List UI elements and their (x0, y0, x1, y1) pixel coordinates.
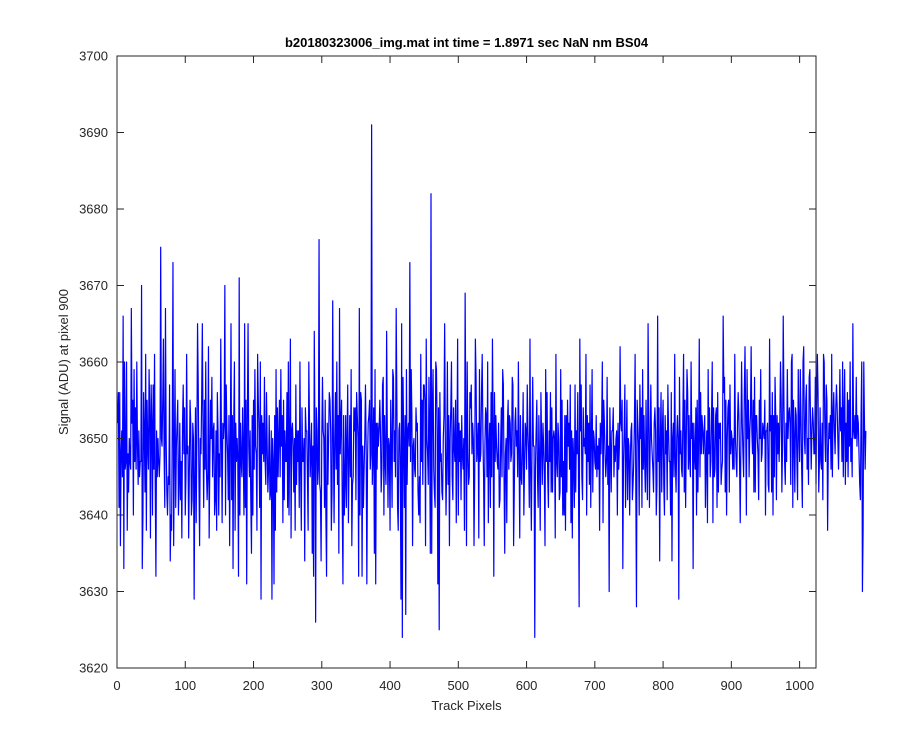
y-tick-label: 3680 (79, 202, 108, 217)
tick-layer: 0 100 200 300 400 500 600 700 800 900 1000 3620 3630… (79, 49, 816, 693)
x-tick-label: 500 (447, 678, 469, 693)
x-axis-label: Track Pixels (431, 698, 502, 713)
y-tick-label: 3650 (79, 431, 108, 446)
x-tick-label: 400 (379, 678, 401, 693)
y-tick-label: 3690 (79, 125, 108, 140)
y-tick-label: 3620 (79, 661, 108, 676)
x-tick-label: 1000 (785, 678, 814, 693)
series-layer (117, 124, 867, 639)
x-tick-label: 200 (243, 678, 265, 693)
x-tick-label: 0 (113, 678, 120, 693)
x-tick-label: 900 (721, 678, 743, 693)
x-tick-label: 600 (516, 678, 538, 693)
y-tick-label: 3630 (79, 584, 108, 599)
y-tick-label: 3660 (79, 355, 108, 370)
y-tick-label: 3640 (79, 508, 108, 523)
x-tick-label: 700 (584, 678, 606, 693)
x-tick-label: 100 (174, 678, 196, 693)
chart-title: b20180323006_img.mat int time = 1.8971 s… (285, 35, 649, 50)
y-tick-label: 3700 (79, 49, 108, 64)
x-tick-label: 300 (311, 678, 333, 693)
series-line-0 (117, 124, 867, 639)
y-tick-label: 3670 (79, 278, 108, 293)
y-axis-label: Signal (ADU) at pixel 900 (56, 289, 71, 435)
x-tick-label: 800 (652, 678, 674, 693)
plot-area (117, 56, 816, 668)
